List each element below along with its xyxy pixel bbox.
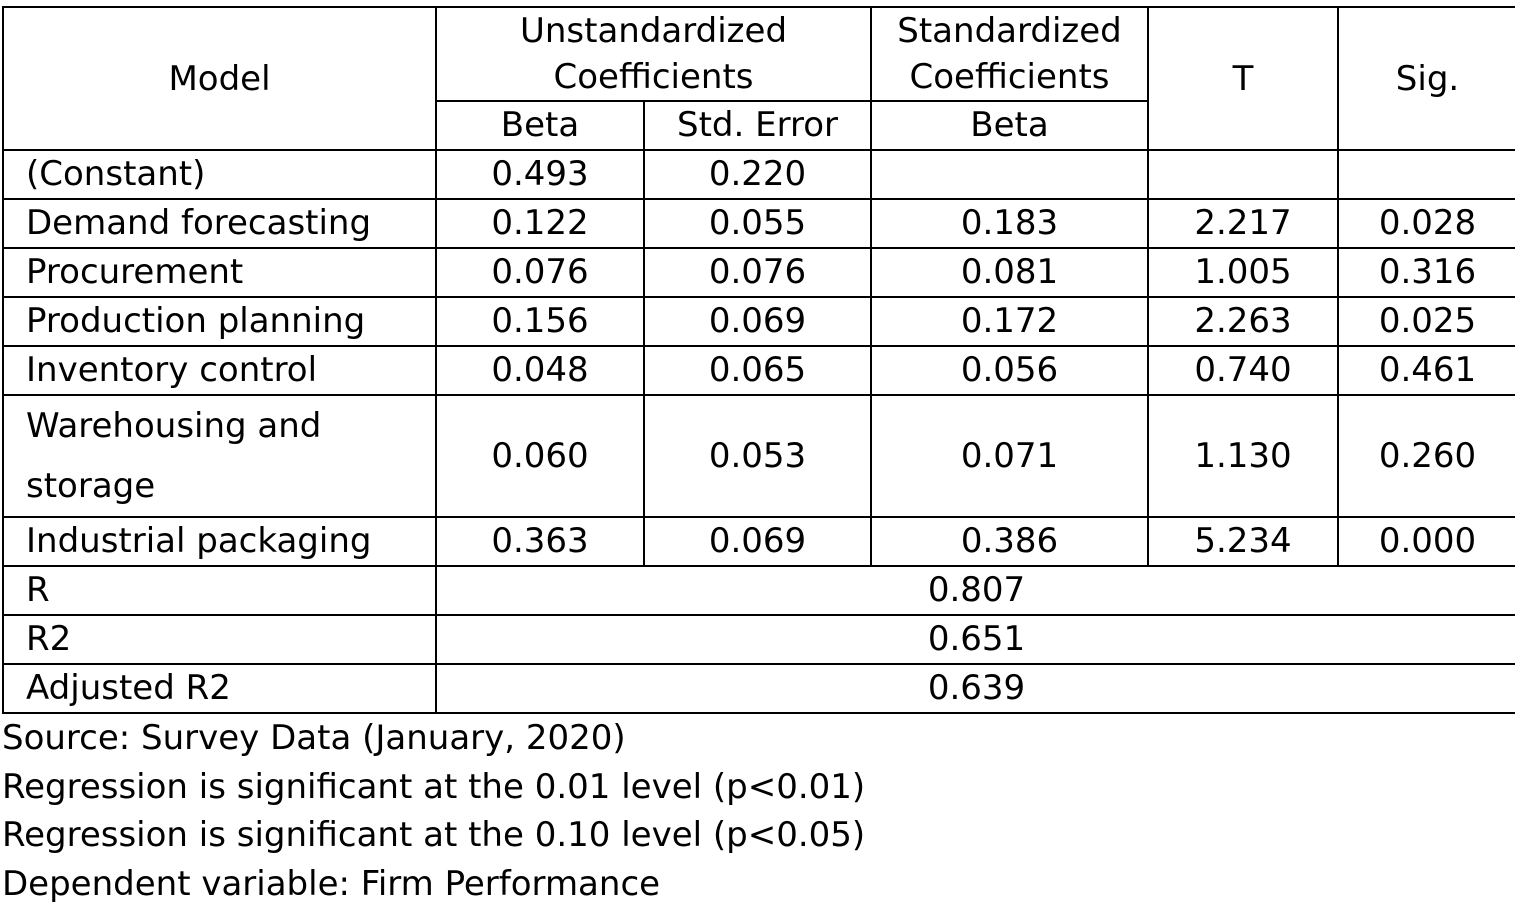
cell-beta: 0.060 <box>435 394 645 518</box>
header-std-error: Std. Error <box>642 100 873 151</box>
cell-std-error: 0.076 <box>642 247 873 298</box>
row-label: Warehousing and storage <box>2 394 437 518</box>
cell-std-error: 0.069 <box>642 296 873 347</box>
dependent-variable-note: Dependent variable: Firm Performance <box>2 863 661 904</box>
cell-beta: 0.156 <box>435 296 645 347</box>
table-row: Demand forecasting 0.122 0.055 0.183 2.2… <box>2 198 1515 249</box>
cell-std-error: 0.065 <box>642 345 873 396</box>
header-model: Model <box>2 6 437 151</box>
row-label: Production planning <box>2 296 437 347</box>
summary-label: Adjusted R2 <box>2 663 437 714</box>
cell-std-beta: 0.056 <box>870 345 1150 396</box>
header-std-beta: Beta <box>870 100 1150 151</box>
significance-note-1: Regression is significant at the 0.01 le… <box>2 766 866 807</box>
header-t: T <box>1147 6 1340 151</box>
summary-row: R2 0.651 <box>2 614 1515 665</box>
cell-sig: 0.316 <box>1337 247 1515 298</box>
cell-sig: 0.025 <box>1337 296 1515 347</box>
header-unstandardized: Unstandardized Coefficients <box>434 6 873 102</box>
cell-std-beta: 0.071 <box>870 394 1150 518</box>
cell-sig: 0.461 <box>1337 345 1515 396</box>
cell-std-error: 0.053 <box>642 394 873 518</box>
cell-t: 0.740 <box>1147 345 1340 396</box>
table-row: Warehousing and storage 0.060 0.053 0.07… <box>2 394 1515 518</box>
cell-t: 2.217 <box>1147 198 1340 249</box>
header-row-bottom: Beta Std. Error Beta <box>3 100 1515 151</box>
cell-t: 1.005 <box>1147 247 1340 298</box>
header-standardized: Standardized Coefficients <box>870 6 1150 102</box>
cell-beta: 0.048 <box>435 345 645 396</box>
table-row: (Constant) 0.493 0.220 <box>2 149 1515 200</box>
cell-std-error: 0.055 <box>642 198 873 249</box>
summary-label: R <box>2 565 437 616</box>
cell-std-beta: 0.081 <box>870 247 1150 298</box>
summary-value: 0.807 <box>434 565 1515 616</box>
cell-std-error: 0.220 <box>642 149 873 200</box>
cell-sig <box>1337 149 1515 200</box>
row-label: (Constant) <box>2 149 437 200</box>
summary-label: R2 <box>2 614 437 665</box>
row-label: Industrial packaging <box>2 516 437 567</box>
summary-value: 0.639 <box>434 663 1515 714</box>
row-label: Inventory control <box>2 345 437 396</box>
cell-std-beta: 0.386 <box>870 516 1150 567</box>
regression-document: Model Unstandardized Coefficients Standa… <box>2 6 1515 908</box>
cell-t: 5.234 <box>1147 516 1340 567</box>
header-sig: Sig. <box>1337 6 1515 151</box>
source-note: Source: Survey Data (January, 2020) <box>2 718 626 758</box>
cell-beta: 0.493 <box>435 149 645 200</box>
summary-row: R 0.807 <box>2 565 1515 616</box>
cell-sig: 0.260 <box>1337 394 1515 518</box>
significance-note-2: Regression is significant at the 0.10 le… <box>2 815 866 855</box>
summary-value: 0.651 <box>434 614 1515 665</box>
table-row: Procurement 0.076 0.076 0.081 1.005 0.31… <box>2 247 1515 298</box>
cell-t: 2.263 <box>1147 296 1340 347</box>
regression-table: Model Unstandardized Coefficients Standa… <box>2 6 1515 714</box>
table-row: Industrial packaging 0.363 0.069 0.386 5… <box>2 516 1515 567</box>
summary-row: Adjusted R2 0.639 <box>2 663 1515 714</box>
cell-std-beta: 0.172 <box>870 296 1150 347</box>
cell-sig: 0.028 <box>1337 198 1515 249</box>
cell-beta: 0.076 <box>435 247 645 298</box>
cell-t: 1.130 <box>1147 394 1340 518</box>
cell-std-error: 0.069 <box>642 516 873 567</box>
row-label: Procurement <box>2 247 437 298</box>
cell-sig: 0.000 <box>1337 516 1515 567</box>
cell-std-beta <box>870 149 1150 200</box>
header-beta: Beta <box>435 100 645 151</box>
table-notes: Source: Survey Data (January, 2020) Regr… <box>2 714 1515 908</box>
cell-beta: 0.363 <box>435 516 645 567</box>
cell-t <box>1147 149 1340 200</box>
cell-beta: 0.122 <box>435 198 645 249</box>
table-row: Production planning 0.156 0.069 0.172 2.… <box>2 296 1515 347</box>
row-label: Demand forecasting <box>2 198 437 249</box>
table-row: Inventory control 0.048 0.065 0.056 0.74… <box>2 345 1515 396</box>
header-row-top: Model Unstandardized Coefficients Standa… <box>2 6 1515 151</box>
cell-std-beta: 0.183 <box>870 198 1150 249</box>
